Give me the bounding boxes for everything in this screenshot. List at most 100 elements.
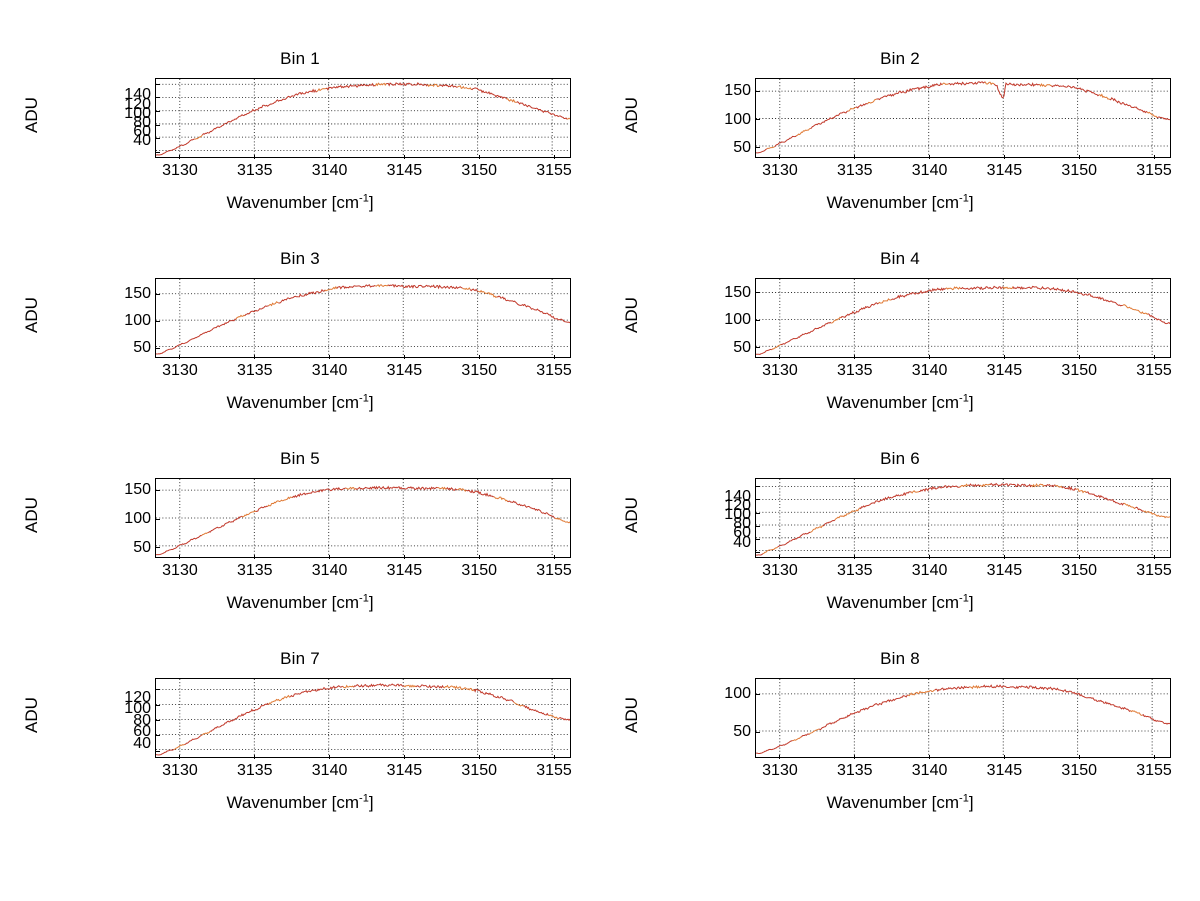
- x-tick-mark: [1003, 155, 1005, 159]
- x-tick-mark: [478, 555, 480, 559]
- subplot-bin6: Bin 6 ADU 40 60 80 100 120 140 3130 3135 3140 3145 3…: [600, 445, 1200, 645]
- subplot-title: Bin 7: [280, 649, 320, 668]
- x-tick-label: 3140: [311, 762, 348, 779]
- y-tick-mark: [756, 693, 760, 695]
- x-tick-label: 3140: [311, 562, 348, 579]
- subplot-title: Bin 5: [280, 449, 320, 468]
- x-tick-label: 3145: [986, 362, 1023, 379]
- x-tick-label: 3150: [461, 562, 498, 579]
- x-tick-label: 3135: [236, 162, 273, 179]
- x-tick-label: 3145: [986, 162, 1023, 179]
- y-tick-label: 150: [724, 82, 751, 100]
- x-tick-mark: [1003, 755, 1005, 759]
- x-tick-label: 3135: [236, 762, 273, 779]
- x-tick-label: 3130: [162, 362, 198, 379]
- x-tick-label: 3145: [386, 162, 423, 179]
- y-tick-mark: [156, 720, 160, 722]
- y-tick-mark: [756, 731, 760, 733]
- x-tick-mark: [854, 755, 856, 759]
- x-axis-label-tail: ]: [968, 593, 974, 612]
- x-tick-label: 3145: [386, 762, 423, 779]
- subplot-bin3: Bin 3 ADU 50 100 150 3130 3135 3140 3145 3150 3155…: [0, 245, 600, 445]
- x-tick-mark: [179, 155, 181, 159]
- y-tick-label: 100: [124, 312, 151, 330]
- x-tick-label: 3135: [836, 162, 873, 179]
- y-axis-label: ADU: [22, 497, 41, 533]
- y-tick-mark: [156, 518, 160, 520]
- y-tick-mark: [756, 319, 760, 321]
- x-axis-label: Wavenumber [cm-1]: [0, 393, 600, 413]
- y-tick-mark: [156, 347, 160, 349]
- x-tick-label: 3145: [986, 562, 1023, 579]
- x-tick-label: 3145: [986, 762, 1023, 779]
- y-tick-label: 40: [733, 533, 751, 551]
- x-tick-mark: [179, 755, 181, 759]
- x-tick-mark: [179, 355, 181, 359]
- grid-and-series: [756, 79, 1170, 157]
- x-tick-mark: [929, 755, 931, 759]
- y-tick-label: 100: [124, 104, 151, 122]
- x-tick-mark: [929, 555, 931, 559]
- x-tick-label: 3155: [1136, 362, 1172, 379]
- x-tick-label: 3130: [762, 162, 798, 179]
- subplot-title: Bin 2: [880, 49, 920, 68]
- y-axis-label: ADU: [622, 497, 641, 533]
- x-tick-label: 3155: [1136, 762, 1172, 779]
- x-axis-label-tail: ]: [368, 393, 374, 412]
- grid-and-series: [156, 479, 570, 557]
- y-tick-mark: [156, 320, 160, 322]
- y-tick-mark: [156, 547, 160, 549]
- x-tick-label: 3150: [1061, 762, 1098, 779]
- x-tick-label: 3155: [536, 562, 572, 579]
- y-axis-label: ADU: [22, 297, 41, 333]
- grid-and-series: [156, 279, 570, 357]
- x-tick-mark: [779, 755, 781, 759]
- x-tick-mark: [1078, 755, 1080, 759]
- y-tick-mark: [756, 147, 760, 149]
- x-tick-mark: [854, 355, 856, 359]
- x-tick-mark: [1078, 555, 1080, 559]
- x-axis-label-exponent: -1: [959, 192, 969, 205]
- y-tick-label: 80: [133, 711, 151, 729]
- x-axis-label-text: Wavenumber [cm: [826, 193, 960, 212]
- y-axis-label: ADU: [622, 697, 641, 733]
- x-tick-mark: [854, 555, 856, 559]
- x-axis-label-tail: ]: [368, 193, 374, 212]
- grid-and-series: [156, 79, 570, 157]
- x-tick-mark: [254, 555, 256, 559]
- x-tick-mark: [179, 555, 181, 559]
- y-tick-mark: [156, 704, 160, 706]
- y-tick-label: 150: [724, 283, 751, 301]
- y-tick-label: 50: [733, 138, 751, 156]
- y-tick-label: 60: [733, 524, 751, 542]
- y-tick-label: 100: [724, 506, 751, 524]
- y-tick-mark: [156, 489, 160, 491]
- y-tick-mark: [156, 83, 160, 85]
- x-axis-label-text: Wavenumber [cm: [226, 393, 360, 412]
- x-tick-label: 3140: [911, 362, 948, 379]
- y-tick-label: 80: [133, 113, 151, 131]
- y-axis-label: ADU: [22, 97, 41, 133]
- y-tick-mark: [156, 750, 160, 752]
- x-tick-label: 3150: [461, 362, 498, 379]
- y-tick-label: 50: [133, 538, 151, 556]
- y-tick-label: 140: [124, 86, 151, 104]
- y-tick-mark: [156, 124, 160, 126]
- y-tick-label: 120: [724, 496, 751, 514]
- x-axis-label-text: Wavenumber [cm: [226, 793, 360, 812]
- y-tick-mark: [156, 151, 160, 153]
- x-tick-label: 3140: [311, 162, 348, 179]
- x-axis-label: Wavenumber [cm-1]: [0, 793, 600, 813]
- plot-area: 40 60 80 100 120 140 3130 3135 3140 3145 3150 3155: [124, 78, 572, 179]
- subplot-bin5: Bin 5 ADU 50 100 150 3130 3135 3140 3145 3150 3155…: [0, 445, 600, 645]
- y-tick-mark: [156, 138, 160, 140]
- subplot-bin7: Bin 7 ADU 40 60 80 100 120 3130 3135 3140 3145 3150…: [0, 645, 600, 845]
- x-tick-mark: [779, 555, 781, 559]
- y-tick-mark: [756, 538, 760, 540]
- x-axis-label-exponent: -1: [359, 592, 369, 605]
- x-tick-label: 3155: [536, 762, 572, 779]
- y-tick-mark: [756, 347, 760, 349]
- x-tick-label: 3130: [762, 762, 798, 779]
- y-tick-label: 50: [733, 723, 751, 741]
- x-tick-label: 3135: [236, 362, 273, 379]
